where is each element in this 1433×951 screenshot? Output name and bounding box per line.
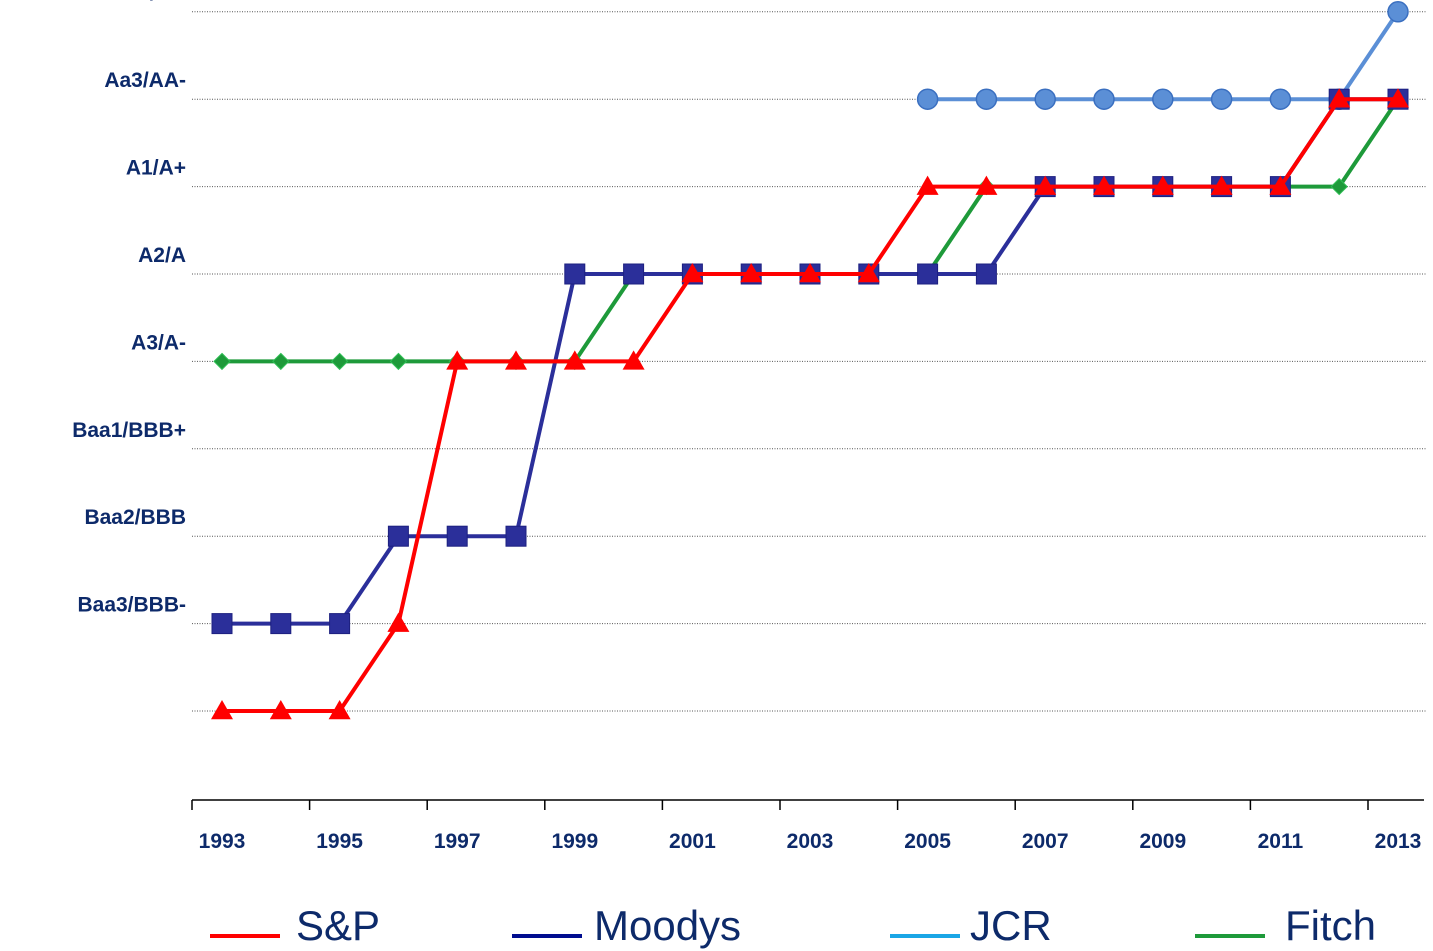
grid-layer — [192, 11, 1426, 712]
series-line — [927, 10, 1400, 102]
data-point — [1034, 88, 1056, 110]
legend-label: Moodys — [594, 902, 741, 949]
data-point — [1269, 175, 1292, 195]
x-tick-label: 2003 — [787, 830, 834, 853]
x-tick-label: 2011 — [1258, 830, 1304, 853]
series-line — [222, 98, 1400, 364]
data-point — [740, 263, 763, 283]
data-point — [211, 700, 233, 720]
data-point — [270, 613, 292, 635]
x-tick-label: 2007 — [1022, 830, 1069, 853]
data-point — [1034, 175, 1057, 195]
x-tick-label: 1995 — [316, 830, 363, 853]
data-point — [681, 263, 704, 283]
series-jcr — [916, 1, 1409, 110]
legend-item: JCR — [890, 902, 1052, 949]
data-point — [916, 88, 939, 110]
data-point — [389, 352, 408, 371]
legend-label: Fitch — [1285, 902, 1376, 949]
series-fitch — [213, 90, 1407, 371]
legend-label: S&P — [296, 902, 380, 949]
data-point — [917, 263, 939, 285]
series-s-p — [211, 88, 1409, 720]
data-point — [272, 352, 290, 371]
y-tick-label: Baa2/BBB — [84, 506, 186, 529]
data-point — [1328, 88, 1351, 108]
x-tick-label: 1997 — [434, 830, 481, 853]
data-point — [387, 612, 410, 632]
x-tick-label: 2001 — [669, 830, 716, 853]
y-tick-label: Aa2/AA — [111, 0, 186, 5]
y-tick-label: Aa3/AA- — [104, 69, 186, 92]
y-tick-label: Baa3/BBB- — [77, 594, 186, 617]
data-point — [446, 525, 468, 547]
data-point — [563, 350, 586, 370]
data-point — [564, 263, 586, 285]
y-tick-label: A3/A- — [131, 331, 186, 354]
data-point — [505, 525, 527, 547]
data-point — [857, 263, 880, 283]
data-point — [622, 350, 645, 370]
data-point — [446, 350, 469, 370]
data-point — [1387, 88, 1409, 108]
data-point — [1152, 88, 1174, 110]
x-tick-label: 2013 — [1375, 830, 1422, 853]
y-tick-label: A2/A — [138, 244, 186, 267]
data-point — [1210, 175, 1233, 195]
data-point — [1387, 1, 1409, 23]
x-tick-label: 2005 — [904, 830, 951, 853]
y-tick-label: Baa1/BBB+ — [72, 419, 186, 442]
data-point — [1330, 177, 1348, 196]
data-point — [211, 613, 233, 635]
x-tick-label: 2009 — [1139, 830, 1186, 853]
data-point — [623, 263, 645, 285]
y-axis-labels: Baa3/BBB- Baa2/BBB Baa1/BBB+ A3/A- A2/A A1/A+… — [72, 0, 186, 617]
data-point — [1093, 175, 1115, 195]
data-point — [328, 700, 351, 720]
data-point — [330, 352, 349, 371]
data-point — [916, 175, 939, 195]
legend-label: JCR — [970, 902, 1052, 949]
data-point — [1093, 88, 1115, 110]
data-point — [269, 700, 292, 720]
series-layer — [211, 1, 1409, 720]
y-tick-label: A1/A+ — [126, 157, 186, 180]
x-axis: 1993 1995 1997 1999 2001 2003 2005 2007 2009 2011… — [191, 799, 1424, 853]
data-point — [975, 88, 998, 110]
data-point — [213, 352, 231, 371]
legend-item: S&P — [210, 902, 380, 949]
data-point — [975, 175, 998, 195]
data-point — [975, 263, 997, 285]
legend: S&P Moodys JCR Fitch — [210, 902, 1376, 949]
data-point — [387, 525, 409, 547]
x-tick-label: 1999 — [551, 830, 598, 853]
data-point — [1210, 88, 1233, 110]
data-point — [505, 350, 527, 370]
data-point — [1269, 88, 1292, 110]
data-point — [329, 613, 351, 635]
data-point — [799, 263, 821, 283]
legend-item: Fitch — [1195, 902, 1376, 949]
legend-item: Moodys — [512, 902, 741, 949]
x-tick-label: 1993 — [199, 830, 246, 853]
data-point — [1151, 175, 1174, 195]
